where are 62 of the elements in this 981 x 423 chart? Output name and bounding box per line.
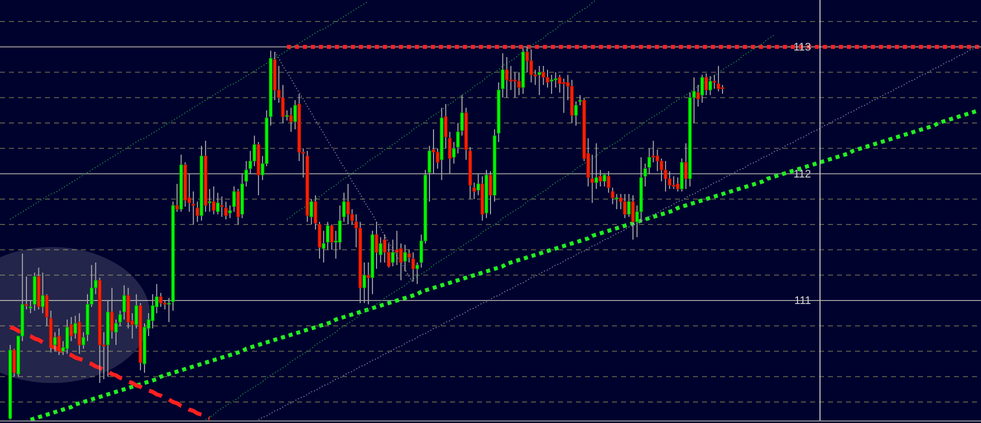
candlestick	[704, 73, 708, 96]
candlestick	[538, 65, 542, 96]
candlestick	[175, 183, 179, 212]
candlestick	[444, 103, 448, 149]
candlestick	[550, 74, 554, 94]
candlestick	[529, 48, 534, 83]
candlestick	[285, 110, 289, 121]
candlestick	[684, 142, 688, 190]
candlestick	[668, 170, 672, 190]
line-series	[8, 325, 212, 420]
candlestick	[558, 74, 562, 94]
line-series	[286, 0, 597, 220]
candlestick	[12, 348, 16, 378]
candlestick	[158, 292, 163, 308]
candlestick	[448, 131, 452, 174]
candlestick	[57, 328, 61, 356]
candlestick	[700, 74, 704, 104]
candlestick	[330, 224, 334, 250]
candlestick	[378, 236, 382, 263]
candlestick	[362, 262, 366, 304]
candlestick	[676, 177, 680, 192]
candlestick	[623, 194, 627, 219]
candlestick	[53, 332, 57, 352]
candlestick	[504, 56, 509, 98]
candlestick	[411, 252, 415, 282]
candlestick	[40, 272, 45, 314]
candlestick	[293, 100, 297, 130]
candlestick	[78, 312, 82, 354]
candlestick	[386, 242, 391, 268]
candlestick	[517, 72, 521, 96]
candlestick	[74, 315, 78, 340]
candlestick	[374, 221, 378, 270]
candlestick	[244, 160, 248, 187]
candlestick	[513, 72, 517, 98]
candlestick	[415, 262, 420, 285]
candlestick	[403, 244, 407, 272]
candlestick	[65, 319, 69, 354]
candlestick	[24, 276, 28, 310]
candlestick	[708, 76, 712, 96]
candlestick	[395, 230, 399, 266]
candlestick	[391, 239, 395, 267]
candlestick	[122, 284, 126, 320]
candlestick	[631, 194, 635, 240]
candlestick	[614, 194, 618, 210]
candlestick	[647, 148, 652, 174]
candlestick	[326, 221, 330, 250]
candlestick	[220, 196, 224, 218]
candlestick	[289, 107, 293, 132]
candlestick	[488, 170, 492, 215]
candlestick	[366, 262, 370, 305]
candlestick	[590, 154, 594, 204]
candlestick	[216, 192, 220, 215]
candlestick	[562, 78, 566, 114]
line-series	[10, 0, 369, 220]
candlestick	[716, 65, 720, 92]
candlestick	[212, 186, 216, 215]
candlestick	[627, 194, 631, 218]
candlestick	[664, 160, 668, 192]
candlestick	[476, 173, 480, 196]
line-series	[205, 34, 776, 420]
candlestick	[69, 316, 74, 342]
candlestick	[346, 183, 350, 225]
